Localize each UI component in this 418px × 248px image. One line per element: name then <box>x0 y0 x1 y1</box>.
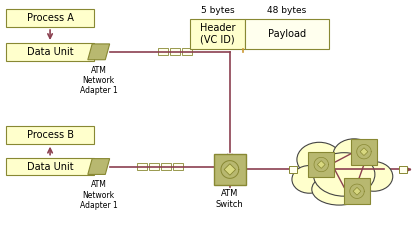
Bar <box>245 19 329 49</box>
Bar <box>308 152 334 177</box>
Bar <box>138 163 148 170</box>
Ellipse shape <box>297 142 342 177</box>
Polygon shape <box>353 187 361 195</box>
Text: Data Unit: Data Unit <box>27 161 74 172</box>
Text: 48 bytes: 48 bytes <box>268 6 307 15</box>
Text: ATM
Network
Adapter 1: ATM Network Adapter 1 <box>80 66 117 95</box>
Polygon shape <box>317 161 325 168</box>
Text: ATM
Switch: ATM Switch <box>216 189 244 209</box>
Text: Process B: Process B <box>27 130 74 140</box>
Bar <box>399 165 407 173</box>
Ellipse shape <box>355 162 393 191</box>
Text: Header
(VC ID): Header (VC ID) <box>200 23 235 45</box>
Ellipse shape <box>333 139 375 170</box>
Text: Process A: Process A <box>27 13 74 23</box>
Bar <box>6 43 94 61</box>
Text: Payload: Payload <box>268 29 306 39</box>
Polygon shape <box>360 148 368 155</box>
Text: Data Unit: Data Unit <box>27 47 74 57</box>
Bar <box>344 178 370 204</box>
Ellipse shape <box>312 173 367 205</box>
Bar <box>161 163 171 170</box>
Ellipse shape <box>314 153 375 196</box>
Bar <box>289 165 298 173</box>
Text: ATM
Network
Adapter 1: ATM Network Adapter 1 <box>80 180 117 210</box>
Bar <box>6 9 94 27</box>
Polygon shape <box>88 159 110 174</box>
Bar <box>6 126 94 144</box>
Bar <box>170 48 180 55</box>
Bar <box>149 163 159 170</box>
Bar <box>190 19 245 49</box>
Bar <box>158 48 168 55</box>
Polygon shape <box>88 44 110 60</box>
Bar <box>173 163 183 170</box>
Bar <box>6 158 94 175</box>
Bar <box>351 139 377 164</box>
Text: 5 bytes: 5 bytes <box>201 6 234 15</box>
Bar <box>182 48 192 55</box>
Bar <box>214 154 246 185</box>
Polygon shape <box>224 164 236 175</box>
Ellipse shape <box>292 165 327 193</box>
